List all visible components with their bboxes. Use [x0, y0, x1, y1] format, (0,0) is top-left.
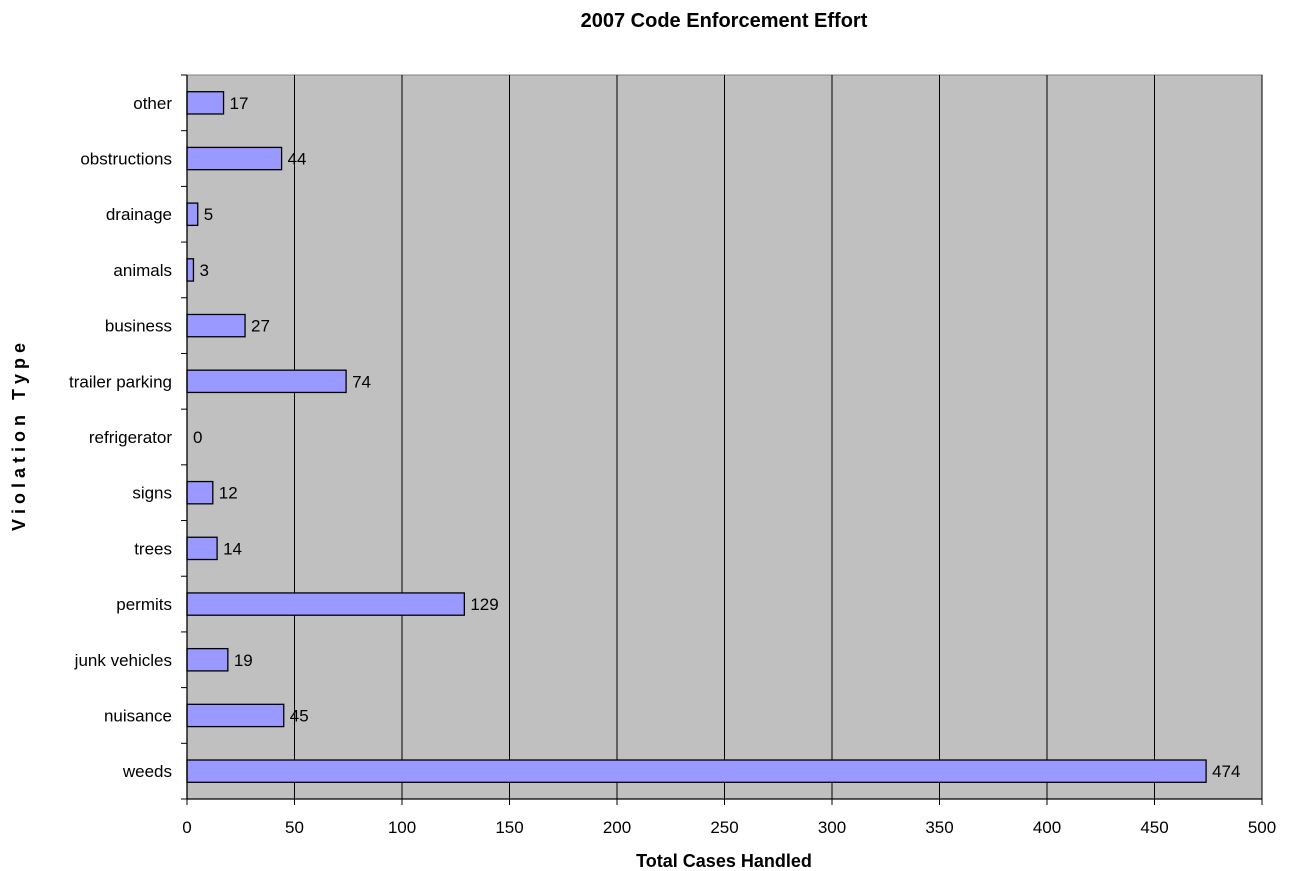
- data-label-other: 17: [230, 94, 249, 113]
- bars: [186, 91, 1207, 783]
- x-tick-label-150: 150: [495, 818, 523, 837]
- bar-trailer-parking: [186, 369, 347, 394]
- bar-obstructions: [186, 146, 283, 171]
- bar-signs: [186, 480, 214, 505]
- x-axis-title: Total Cases Handled: [636, 851, 812, 871]
- bar-drainage: [186, 202, 199, 227]
- gridlines: [294, 75, 1263, 799]
- category-label-junk-vehicles: junk vehicles: [74, 651, 172, 670]
- data-label-junk-vehicles: 19: [234, 651, 253, 670]
- category-label-trees: trees: [134, 539, 172, 558]
- data-label-business: 27: [251, 317, 270, 336]
- bar-other: [186, 91, 225, 115]
- axes: [181, 74, 1263, 805]
- category-label-nuisance: nuisance: [104, 706, 172, 725]
- x-tick-label-450: 450: [1140, 818, 1168, 837]
- bar-weeds: [186, 759, 1207, 783]
- category-label-permits: permits: [116, 595, 172, 614]
- x-tick-label-50: 50: [285, 818, 304, 837]
- category-label-business: business: [105, 317, 172, 336]
- bar-permits: [186, 592, 466, 616]
- category-label-weeds: weeds: [122, 762, 172, 781]
- data-label-trees: 14: [223, 539, 242, 558]
- x-tick-label-300: 300: [818, 818, 846, 837]
- data-label-nuisance: 45: [290, 706, 309, 725]
- x-tick-label-100: 100: [388, 818, 416, 837]
- y-axis-title: V i o l a t i o n T y p e: [9, 343, 29, 531]
- category-label-drainage: drainage: [106, 205, 172, 224]
- category-label-refrigerator: refrigerator: [89, 428, 172, 447]
- bar-nuisance: [186, 703, 285, 728]
- data-label-refrigerator: 0: [193, 428, 202, 447]
- bar-junk-vehicles: [186, 647, 229, 672]
- category-label-signs: signs: [132, 484, 172, 503]
- x-tick-label-350: 350: [925, 818, 953, 837]
- data-label-signs: 12: [219, 484, 238, 503]
- x-tick-label-200: 200: [603, 818, 631, 837]
- data-label-weeds: 474: [1212, 762, 1240, 781]
- bar-animals: [186, 258, 195, 282]
- category-label-other: other: [133, 94, 172, 113]
- bar-business: [186, 313, 246, 338]
- labels: 474 weeds 45 nuisance 19 junk vehicles 129 perm…: [69, 94, 1276, 837]
- category-label-animals: animals: [113, 261, 172, 280]
- data-label-trailer-parking: 74: [352, 372, 371, 391]
- chart-title: 2007 Code Enforcement Effort: [581, 10, 868, 32]
- bar-trees: [186, 536, 218, 561]
- x-tick-label-400: 400: [1033, 818, 1061, 837]
- data-label-permits: 129: [470, 595, 498, 614]
- data-label-obstructions: 44: [288, 150, 307, 169]
- category-label-trailer-parking: trailer parking: [69, 372, 172, 391]
- x-tick-label-500: 500: [1248, 818, 1276, 837]
- x-tick-label-250: 250: [710, 818, 738, 837]
- data-label-animals: 3: [199, 261, 208, 280]
- x-tick-label-0: 0: [182, 818, 191, 837]
- data-label-drainage: 5: [204, 205, 213, 224]
- category-label-obstructions: obstructions: [80, 150, 172, 169]
